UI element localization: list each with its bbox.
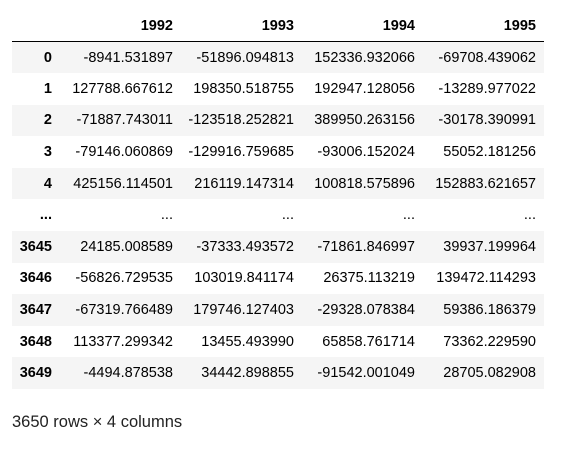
table-cell: -56826.729535	[75, 270, 173, 287]
row-index: 3648	[19, 333, 52, 350]
table-row: 4 425156.114501 216119.147314 100818.575…	[12, 167, 544, 200]
table-cell: 152336.932066	[314, 49, 415, 66]
table-cell: -67319.766489	[75, 302, 173, 319]
table-cell: -71887.743011	[76, 112, 174, 129]
table-row: 3649 -4494.878538 34442.898855 -91542.00…	[12, 357, 544, 390]
table-cell: 59386.186379	[443, 302, 536, 319]
table-cell: 113377.299342	[73, 333, 173, 350]
index-header-blank	[12, 11, 60, 42]
table-cell: 55052.181256	[443, 144, 536, 161]
table-body: 0 -8941.531897 -51896.094813 152336.9320…	[12, 41, 544, 390]
table-row: 3648 113377.299342 13455.493990 65858.76…	[12, 325, 544, 358]
table-cell: 39937.199964	[443, 238, 536, 255]
table-row: 1 127788.667612 198350.518755 192947.128…	[12, 73, 544, 105]
table-cell: 65858.761714	[322, 333, 415, 350]
table-cell: 103019.841174	[194, 270, 294, 287]
table-cell: ...	[281, 207, 294, 224]
table-cell: -13289.977022	[438, 80, 536, 97]
table-row: 2 -71887.743011 -123518.252821 389950.26…	[12, 104, 544, 137]
table-cell: -123518.252821	[188, 112, 294, 129]
column-header: 1995	[423, 11, 544, 42]
table-cell: 389950.263156	[314, 112, 415, 129]
row-index: 1	[43, 80, 52, 97]
table-cell: -71861.846997	[317, 238, 415, 255]
table-row: 0 -8941.531897 -51896.094813 152336.9320…	[12, 41, 544, 74]
table-row: 3647 -67319.766489 179746.127403 -29328.…	[12, 294, 544, 326]
row-index: 3649	[19, 365, 52, 382]
table-cell: -51896.094813	[196, 49, 294, 66]
table-cell: 216119.147314	[194, 175, 294, 192]
table-cell: 179746.127403	[193, 302, 294, 319]
row-index: 2	[43, 112, 52, 129]
table-cell: 425156.114501	[73, 175, 173, 192]
table-cell: -79146.060869	[75, 144, 173, 161]
table-row: 3645 24185.008589 -37333.493572 -71861.8…	[12, 231, 544, 263]
table-cell: -30178.390991	[438, 112, 536, 129]
table-cell: -4494.878538	[83, 365, 174, 382]
table-cell: 152883.621657	[435, 175, 536, 192]
table-cell: -37333.493572	[196, 238, 294, 255]
table-cell: ...	[523, 207, 536, 224]
row-index: 3	[43, 144, 52, 161]
dataframe-table: 1992 1993 1994 1995 0 -8941.531897 -5189…	[12, 11, 544, 390]
row-index: 4	[43, 175, 52, 192]
ellipsis-row: ... ... ... ... ...	[12, 199, 544, 232]
row-index: 3646	[19, 270, 52, 287]
table-row: 3 -79146.060869 -129916.759685 -93006.15…	[12, 136, 544, 168]
table-cell: ...	[402, 207, 415, 224]
table-cell: 192947.128056	[314, 80, 415, 97]
table-cell: -8941.531897	[83, 49, 174, 66]
table-cell: 28705.082908	[443, 365, 536, 382]
table-cell: 127788.667612	[72, 80, 173, 97]
table-cell: 24185.008589	[80, 238, 173, 255]
table-row: 3646 -56826.729535 103019.841174 26375.1…	[12, 262, 544, 295]
column-header: 1992	[60, 11, 181, 42]
table-cell: 13455.493990	[201, 333, 294, 350]
table-cell: -69708.439062	[438, 49, 536, 66]
row-index: 3645	[19, 238, 52, 255]
table-cell: 139472.114293	[436, 270, 536, 287]
table-cell: -29328.078384	[317, 302, 415, 319]
header-row: 1992 1993 1994 1995	[12, 11, 544, 42]
table-cell: 198350.518755	[193, 80, 294, 97]
table-cell: 73362.229590	[443, 333, 536, 350]
table-cell: -91542.001049	[317, 365, 415, 382]
row-index: ...	[39, 207, 52, 224]
row-index: 3647	[19, 302, 52, 319]
dataframe-shape-caption: 3650 rows × 4 columns	[12, 413, 183, 431]
table-cell: 26375.113219	[323, 270, 415, 287]
column-header: 1994	[302, 11, 423, 42]
table-header: 1992 1993 1994 1995	[12, 11, 544, 42]
column-header: 1993	[181, 11, 302, 42]
table-cell: ...	[160, 207, 173, 224]
table-cell: 100818.575896	[314, 175, 415, 192]
row-index: 0	[43, 49, 52, 66]
table-cell: 34442.898855	[201, 365, 294, 382]
table-cell: -129916.759685	[188, 144, 294, 161]
table-cell: -93006.152024	[317, 144, 415, 161]
